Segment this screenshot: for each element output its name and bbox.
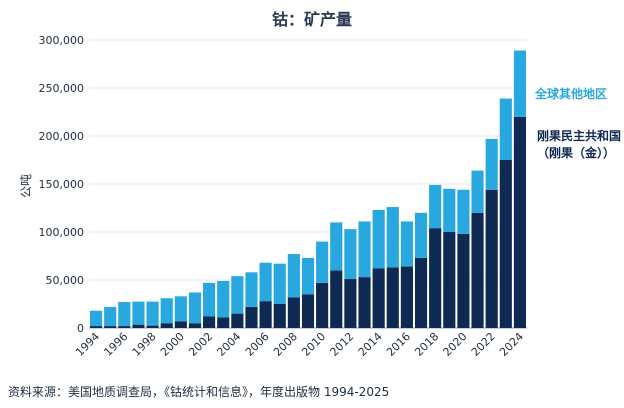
bar-drc-2001 <box>188 323 202 328</box>
bar-drc-2014 <box>372 268 385 328</box>
y-tick-label: 100,000 <box>39 226 85 239</box>
legend-drc-line1: 刚果民主共和国 <box>537 129 622 143</box>
bars <box>89 50 527 328</box>
bar-rest-of-world-2002 <box>203 282 216 317</box>
x-tick-label: 2018 <box>412 330 441 359</box>
bar-rest-of-world-2020 <box>457 189 470 234</box>
bar-drc-2009 <box>301 294 315 328</box>
x-tick-label: 2024 <box>497 330 526 359</box>
x-tick-label: 2016 <box>384 330 413 359</box>
bar-rest-of-world-2014 <box>372 209 385 269</box>
bar-drc-2008 <box>287 297 300 328</box>
source-note: 资料来源：美国地质调查局，《钴统计和信息》，年度出版物 1994-2025 <box>8 385 390 399</box>
bar-drc-1994 <box>89 326 103 328</box>
bar-rest-of-world-2016 <box>400 221 413 267</box>
y-tick-label: 300,000 <box>39 34 85 47</box>
chart-plot: 0 50,000 100,000 150,000 200,000 250,000 300,0… <box>19 34 527 359</box>
bar-rest-of-world-1997 <box>132 301 145 325</box>
bar-rest-of-world-1999 <box>160 298 173 324</box>
bar-rest-of-world-1995 <box>104 306 117 327</box>
bar-rest-of-world-2005 <box>245 272 258 307</box>
y-axis: 0 50,000 100,000 150,000 200,000 250,000 300,0… <box>39 34 85 335</box>
bar-drc-2005 <box>245 306 258 328</box>
x-tick-label: 2010 <box>299 330 328 359</box>
y-tick-label: 0 <box>77 322 84 335</box>
x-tick-label: 2004 <box>214 330 243 359</box>
bar-drc-2006 <box>259 301 272 328</box>
y-tick-label: 200,000 <box>39 130 85 143</box>
bar-drc-2015 <box>386 267 399 328</box>
bar-rest-of-world-2011 <box>330 222 343 271</box>
x-tick-label: 2000 <box>158 330 187 359</box>
bar-rest-of-world-2012 <box>344 229 357 280</box>
bar-drc-1997 <box>132 324 145 328</box>
bar-drc-2013 <box>358 277 371 328</box>
bar-drc-2020 <box>457 233 470 328</box>
bar-rest-of-world-2021 <box>471 170 484 213</box>
legend-rest-of-world: 全球其他地区 <box>535 87 608 101</box>
bar-drc-2002 <box>203 316 216 328</box>
bar-rest-of-world-2024 <box>513 50 527 117</box>
x-tick-label: 2008 <box>271 330 300 359</box>
bar-drc-2012 <box>344 279 357 328</box>
bar-drc-1995 <box>104 326 117 328</box>
bar-rest-of-world-2013 <box>358 221 371 278</box>
bar-drc-2004 <box>231 313 244 328</box>
bar-rest-of-world-2015 <box>386 207 399 268</box>
bar-rest-of-world-2019 <box>443 188 456 232</box>
chart-title: 钴：矿产量 <box>271 10 352 29</box>
bar-rest-of-world-2008 <box>287 254 300 298</box>
x-tick-label: 2002 <box>186 330 215 359</box>
y-axis-label: 公吨 <box>19 174 33 198</box>
bar-rest-of-world-2009 <box>301 257 315 295</box>
bar-drc-1999 <box>160 323 173 328</box>
bar-rest-of-world-2017 <box>414 212 428 258</box>
x-tick-label: 1998 <box>130 330 159 359</box>
bar-rest-of-world-2018 <box>429 184 442 229</box>
bar-drc-2010 <box>316 282 329 328</box>
bar-drc-2022 <box>485 189 498 328</box>
legend-drc-line2: （刚果（金）） <box>537 146 616 160</box>
bar-drc-2016 <box>400 266 413 328</box>
y-tick-label: 250,000 <box>39 82 85 95</box>
bar-drc-2021 <box>471 212 484 328</box>
bar-rest-of-world-1994 <box>89 310 103 327</box>
bar-rest-of-world-1998 <box>146 301 159 326</box>
x-tick-label: 2020 <box>441 330 470 359</box>
bar-drc-2017 <box>414 257 428 328</box>
bar-drc-2007 <box>273 304 286 328</box>
bar-drc-1996 <box>118 326 131 328</box>
bar-rest-of-world-2006 <box>259 262 272 302</box>
bar-drc-2018 <box>429 228 442 328</box>
x-axis: 1994 1996 1998 2000 2002 2004 2006 2008 2010 2012… <box>73 330 526 359</box>
y-tick-label: 50,000 <box>46 274 85 287</box>
bar-drc-2011 <box>330 270 343 328</box>
bar-rest-of-world-2000 <box>174 296 187 322</box>
bar-rest-of-world-2023 <box>499 98 512 160</box>
bar-rest-of-world-2003 <box>217 280 230 318</box>
bar-rest-of-world-2010 <box>316 241 329 283</box>
x-tick-label: 2012 <box>328 330 357 359</box>
bar-drc-2000 <box>174 321 187 328</box>
bar-drc-2024 <box>513 116 527 328</box>
bar-drc-2003 <box>217 317 230 328</box>
bar-drc-2019 <box>443 232 456 328</box>
bar-drc-2023 <box>499 160 512 328</box>
bar-rest-of-world-1996 <box>118 302 131 327</box>
bar-rest-of-world-2007 <box>273 263 286 304</box>
x-tick-label: 2006 <box>243 330 272 359</box>
x-tick-label: 2014 <box>356 330 385 359</box>
bar-rest-of-world-2022 <box>485 138 498 190</box>
bar-rest-of-world-2004 <box>231 276 244 314</box>
bar-drc-1998 <box>146 325 159 328</box>
bar-rest-of-world-2001 <box>188 292 202 324</box>
x-tick-label: 2022 <box>469 330 498 359</box>
x-tick-label: 1996 <box>101 330 130 359</box>
y-tick-label: 150,000 <box>39 178 85 191</box>
